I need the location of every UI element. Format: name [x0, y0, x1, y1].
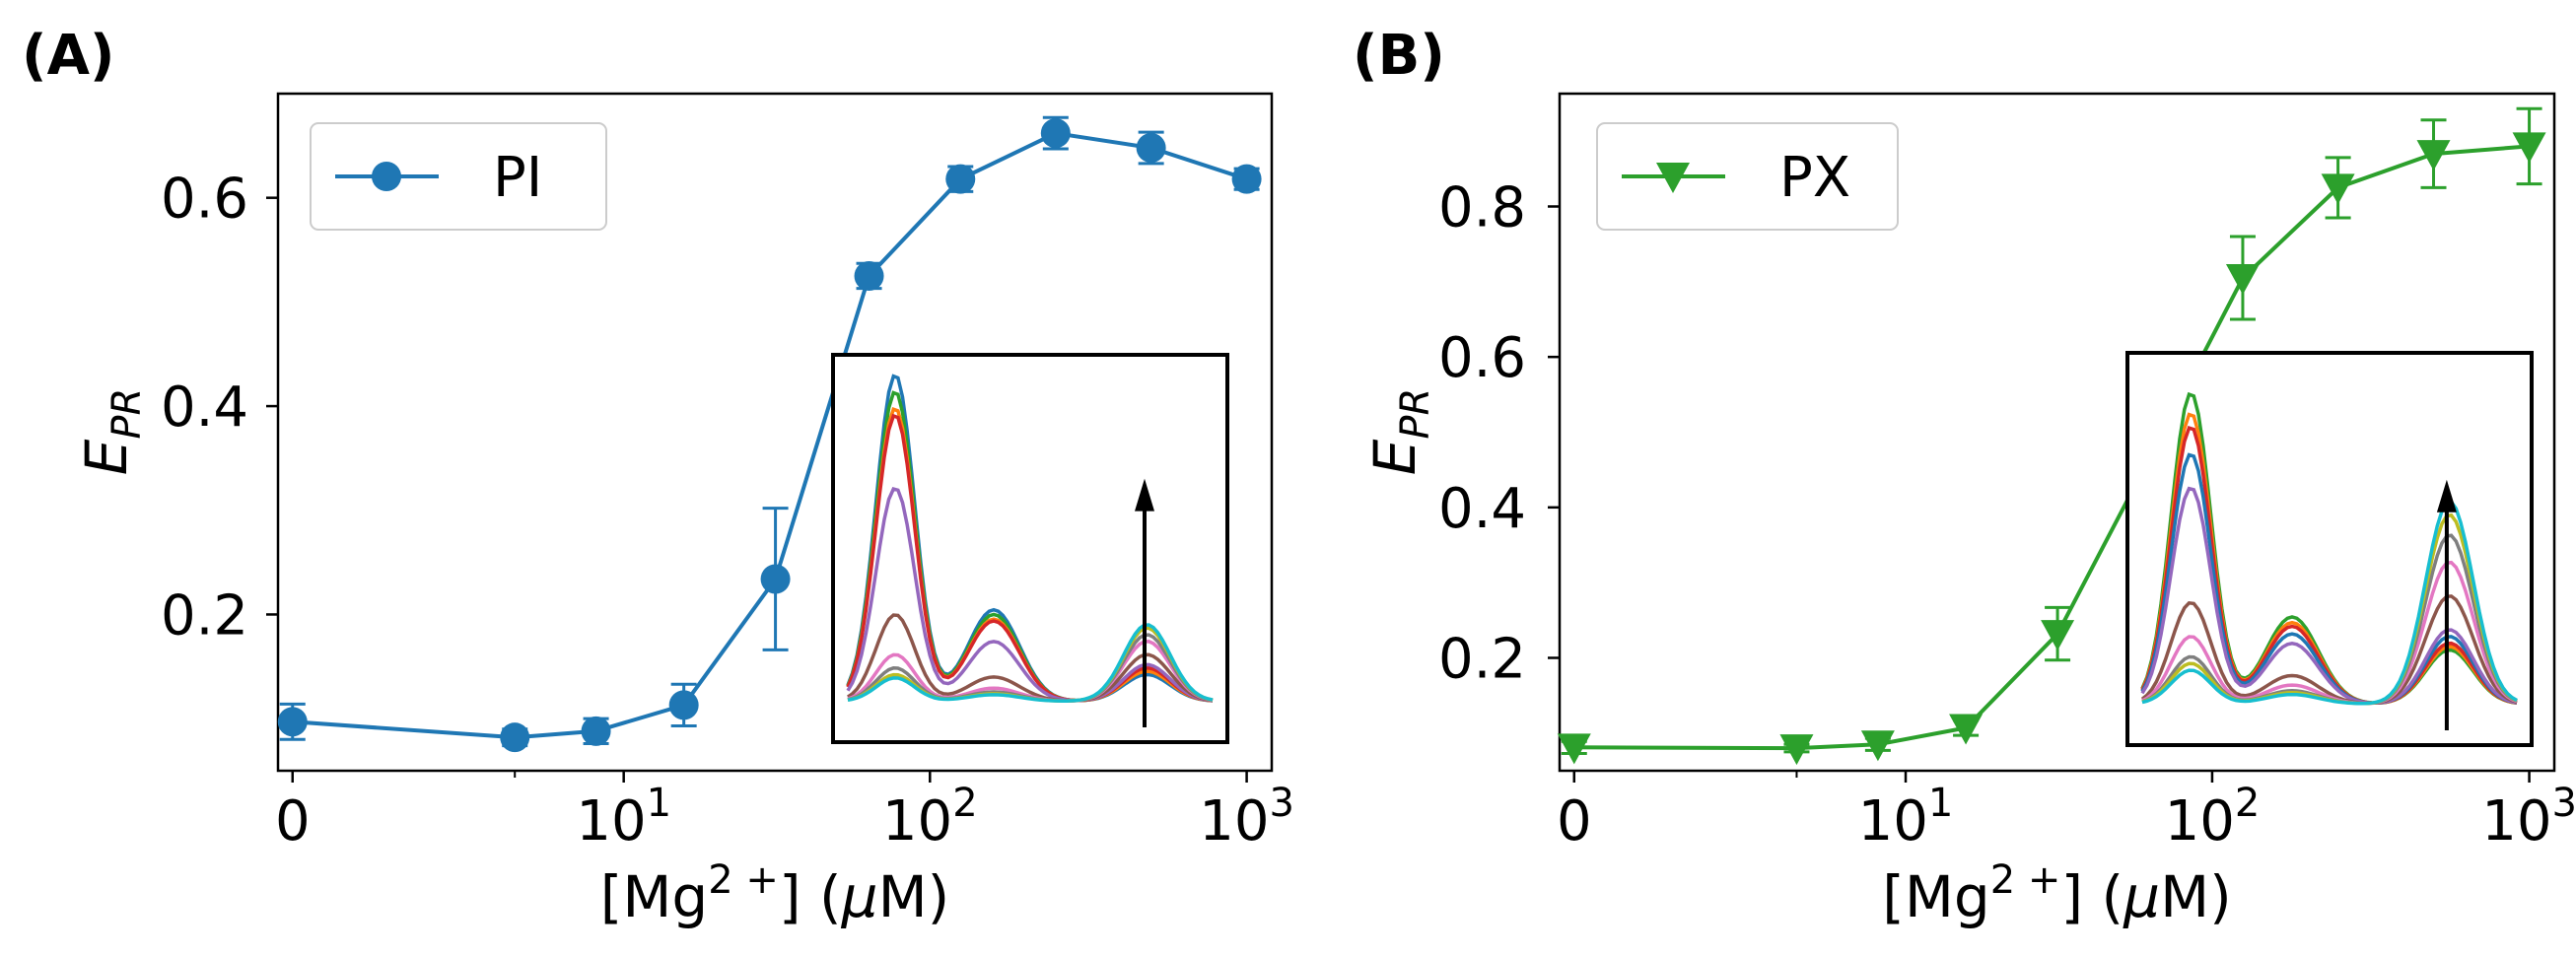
- inset-spectrum: [2140, 594, 2518, 706]
- x-axis-label: [Mg2 +] (μM): [600, 857, 949, 930]
- x-axis-label-unit: M): [2160, 863, 2232, 930]
- x-tick-label: 0: [275, 789, 311, 854]
- y-axis-label: EPR: [73, 388, 150, 476]
- data-point: [1779, 734, 1814, 766]
- x-tick-label: 101: [1858, 781, 1954, 854]
- inset-spectrum: [846, 413, 1214, 703]
- data-point: [668, 690, 699, 720]
- x-tick-exp: 3: [2551, 781, 2576, 826]
- inset: [831, 353, 1229, 744]
- inset-spectrum: [2141, 560, 2518, 706]
- inset: [2125, 351, 2534, 747]
- panel-label: (B): [1353, 24, 1445, 88]
- x-tick-exp: 3: [1270, 781, 1294, 826]
- x-tick-base: 0: [1557, 789, 1592, 854]
- y-axis-label: EPR: [1361, 388, 1438, 476]
- inset-spectrum: [2140, 486, 2518, 705]
- x-tick-label: 103: [2481, 781, 2576, 854]
- y-axis-label-sub: PR: [1393, 388, 1438, 440]
- data-point: [2225, 264, 2260, 296]
- series-line: [1573, 144, 2530, 751]
- up-arrow-icon: [1135, 478, 1154, 512]
- x-tick-exp: 2: [952, 781, 977, 826]
- panel-label: (A): [22, 24, 115, 88]
- x-tick-base: 0: [275, 789, 311, 854]
- x-tick-base: 10: [2481, 789, 2551, 854]
- data-point: [1136, 132, 1166, 163]
- data-point: [581, 716, 611, 746]
- y-tick-label: 0.6: [1438, 326, 1526, 390]
- panel-b: (B)0.20.40.60.80 101 102 103[Mg2 +] (μM)EPR…: [1353, 24, 2576, 930]
- y-axis-label-main: E: [73, 439, 140, 475]
- x-axis-label-post: ] (: [2060, 863, 2123, 930]
- data-point: [760, 564, 791, 594]
- legend-box: [310, 122, 607, 231]
- legend-marker: [1656, 163, 1690, 193]
- inset-spectrum: [2140, 452, 2518, 705]
- data-point: [1557, 733, 1591, 765]
- x-axis-label-post: ] (: [779, 863, 842, 930]
- x-tick-label: 102: [882, 781, 978, 854]
- x-axis-label-unit: M): [878, 863, 950, 930]
- x-tick-label: 103: [1199, 781, 1294, 854]
- x-tick-exp: 1: [1928, 781, 1953, 826]
- inset-frame: [2125, 351, 2534, 747]
- x-axis-label: [Mg2 +] (μM): [1882, 857, 2231, 930]
- x-axis-label-mu: μ: [841, 863, 878, 930]
- x-tick-base: 10: [882, 789, 952, 854]
- x-tick-exp: 2: [2235, 781, 2260, 826]
- y-tick-label: 0.4: [1438, 477, 1526, 541]
- inset-spectrum: [846, 487, 1214, 703]
- data-point: [2512, 132, 2546, 164]
- x-tick-label: 102: [2165, 781, 2261, 854]
- x-tick-label: 101: [576, 781, 671, 854]
- data-point: [1231, 164, 1262, 194]
- data-point: [854, 260, 884, 291]
- y-tick-label: 0.8: [1438, 176, 1526, 240]
- data-point: [945, 164, 976, 194]
- legend: PX: [1596, 122, 1899, 231]
- data-point: [277, 707, 308, 737]
- legend-label: PX: [1779, 146, 1850, 210]
- legend-box: [1596, 122, 1899, 231]
- up-arrow-icon: [2436, 479, 2457, 513]
- y-tick-label: 0.4: [161, 376, 248, 440]
- x-tick-base: 10: [576, 789, 646, 854]
- x-tick-base: 10: [1858, 789, 1928, 854]
- data-point: [1949, 714, 1984, 745]
- legend: PI: [310, 122, 607, 231]
- x-tick-base: 10: [2165, 789, 2235, 854]
- y-tick-label: 0.2: [161, 583, 248, 648]
- y-tick-label: 0.2: [1438, 628, 1526, 692]
- inset-spectrum: [847, 623, 1214, 703]
- plot-frame: [1558, 92, 2556, 773]
- series-line: [292, 131, 1248, 740]
- data-point: [2416, 140, 2451, 171]
- x-tick-base: 10: [1199, 789, 1269, 854]
- y-tick-label: 0.6: [161, 168, 248, 232]
- data-point: [2041, 620, 2075, 651]
- inset-spectrum: [847, 613, 1214, 703]
- x-axis-label-pre: [Mg: [600, 863, 709, 930]
- legend-marker: [372, 162, 401, 191]
- data-point: [500, 722, 530, 753]
- x-axis-label-mu: μ: [2123, 863, 2160, 930]
- y-axis-label-sub: PR: [104, 388, 150, 440]
- legend-label: PI: [493, 146, 542, 210]
- x-tick-label: 0: [1557, 789, 1592, 854]
- data-point: [2321, 173, 2355, 205]
- x-tick-exp: 1: [647, 781, 671, 826]
- data-point: [1860, 730, 1895, 762]
- y-axis-label-main: E: [1361, 439, 1428, 475]
- data-point: [1040, 118, 1071, 149]
- x-axis-label-sup: 2 +: [1990, 857, 2061, 903]
- x-axis-label-pre: [Mg: [1882, 863, 1990, 930]
- x-axis-label-sup: 2 +: [708, 857, 779, 903]
- plot-frame: [276, 92, 1274, 773]
